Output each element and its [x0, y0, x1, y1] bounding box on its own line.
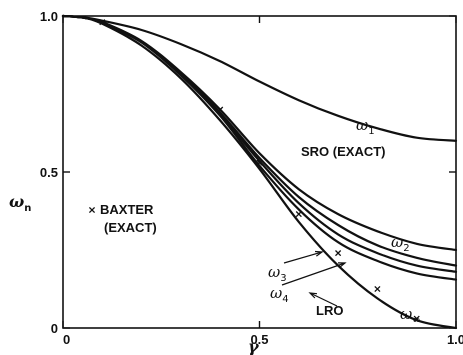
curve-label-main: ω: [356, 116, 368, 134]
curve-label-omega-4: ω4: [270, 284, 289, 305]
baxter-point: [99, 19, 106, 26]
curve-label-sub: 4: [282, 294, 288, 305]
x-tick-label: 0.5: [250, 332, 268, 347]
curve-label-main: ω: [270, 284, 282, 302]
baxter-point: [335, 250, 342, 257]
y-tick-label: 1.0: [40, 9, 58, 24]
omega-3-arrow: [283, 250, 324, 264]
baxter-legend-marker: [88, 206, 96, 214]
baxter-point: [217, 106, 224, 113]
curve-omega-infinity: [61, 14, 458, 330]
curve-label-main: ω: [400, 305, 412, 323]
curve-label-lro: LRO: [316, 303, 343, 318]
y-tick-label: 0: [51, 321, 58, 336]
baxter-point: [374, 285, 381, 293]
y-axis-label: ωn: [9, 192, 31, 214]
baxter-point: [256, 159, 263, 166]
curve-label-sub: 1: [368, 126, 374, 137]
curve-label-omega-3: ω3: [268, 263, 287, 284]
curve-label-sub: ∞: [412, 315, 420, 326]
baxter-point: [413, 315, 420, 322]
baxter-points: [88, 19, 420, 322]
sro-annotation: SRO (EXACT): [301, 144, 386, 159]
y-tick-label: 0.5: [40, 165, 58, 180]
axis-ticks: 0 0.5 1.0 0 0.5 1.0: [40, 9, 463, 347]
curve-label-main: ω: [391, 233, 403, 251]
curve-label-omega-2: ω2: [391, 233, 410, 254]
omega-4-arrow: [281, 262, 347, 286]
series-curves: [61, 14, 458, 330]
curve-label-sub: 2: [403, 243, 409, 254]
curve-label-sub: 3: [280, 273, 286, 284]
curve-label-omega-1: ω1: [356, 116, 375, 137]
y-axis-label-sub: n: [24, 203, 31, 214]
curve-label-omega-infinity: ω∞: [400, 305, 421, 326]
y-axis-label-main: ω: [9, 192, 24, 211]
lro-arrow: [308, 292, 338, 307]
curve-label-main: ω: [268, 263, 280, 281]
x-axis-label: γ: [248, 337, 260, 355]
label-arrows: [281, 250, 347, 307]
plot-frame: [62, 15, 457, 329]
baxter-point: [295, 211, 302, 218]
baxter-annotation-line1: BAXTER: [100, 202, 154, 217]
x-tick-label: 0: [63, 332, 70, 347]
x-tick-label: 1.0: [447, 332, 463, 347]
baxter-annotation-line2: (EXACT): [104, 220, 157, 235]
